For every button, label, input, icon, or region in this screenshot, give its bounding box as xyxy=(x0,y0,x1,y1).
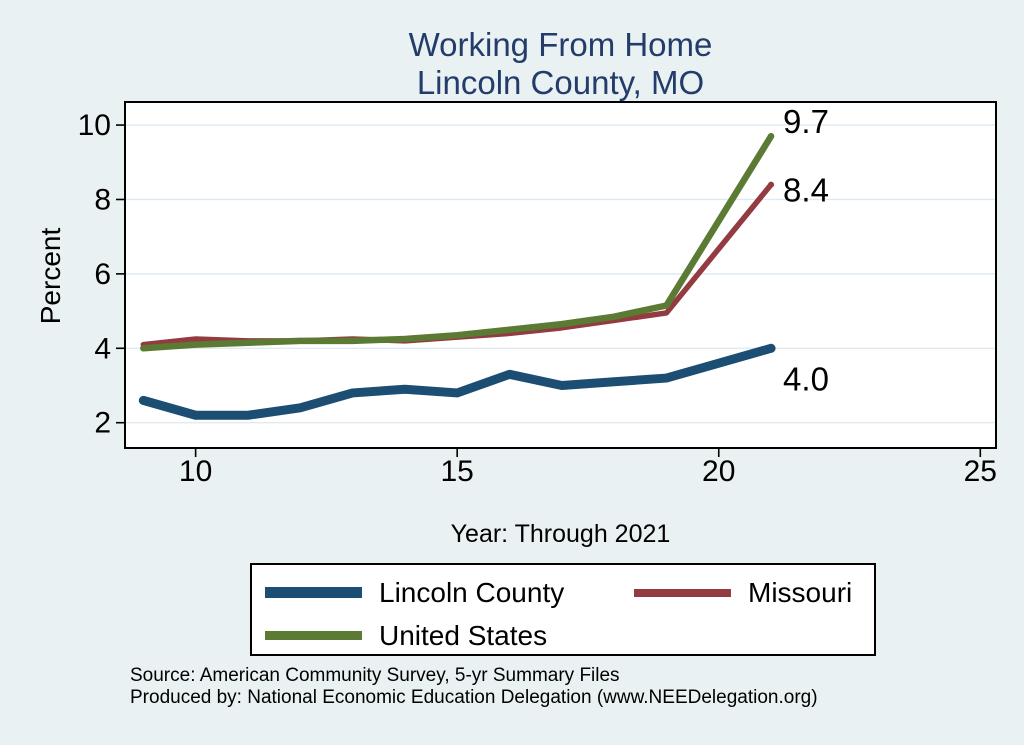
x-tick-label: 20 xyxy=(702,455,735,488)
legend-label-missouri: Missouri xyxy=(748,577,853,608)
legend-swatch-lincoln-county xyxy=(265,587,362,598)
chart-title-line1: Working From Home xyxy=(408,26,713,63)
source-note: Source: American Community Survey, 5-yr … xyxy=(130,665,990,709)
plot-border xyxy=(124,101,997,449)
source-line: Source: American Community Survey, 5-yr … xyxy=(130,665,620,686)
series-endpoint-united-states xyxy=(768,133,775,140)
y-tick-label: 8 xyxy=(94,183,111,216)
legend-label-united-states: United States xyxy=(379,620,548,651)
data-label-missouri: 8.4 xyxy=(783,172,829,209)
x-axis-title: Year: Through 2021 xyxy=(450,520,671,548)
series-endpoint-missouri xyxy=(768,181,775,188)
legend-label-lincoln-county: Lincoln County xyxy=(379,577,565,608)
x-tick-label: 15 xyxy=(440,455,473,488)
x-tick-label: 25 xyxy=(964,455,997,488)
x-tick-label: 10 xyxy=(179,455,212,488)
plot-area xyxy=(125,102,996,448)
produced-by-line: Produced by: National Economic Education… xyxy=(130,687,818,708)
data-label-lincoln-county: 4.0 xyxy=(783,360,829,397)
series-line-lincoln-county xyxy=(138,343,776,420)
y-tick-label: 6 xyxy=(94,258,111,291)
data-label-united-states: 9.7 xyxy=(783,103,829,140)
legend-swatch-united-states xyxy=(265,631,362,640)
legend: Lincoln County Missouri United States xyxy=(250,563,876,656)
y-tick-label: 10 xyxy=(78,109,111,142)
series-line-united-states xyxy=(140,132,775,352)
legend-swatch-missouri xyxy=(634,589,731,597)
chart-title-line2: Lincoln County, MO xyxy=(416,64,705,101)
chart-title: Working From Home Lincoln County, MO xyxy=(125,26,996,102)
y-tick-label: 2 xyxy=(94,407,111,440)
series-endpoint-lincoln-county xyxy=(768,345,775,352)
y-tick-label: 4 xyxy=(94,332,111,365)
